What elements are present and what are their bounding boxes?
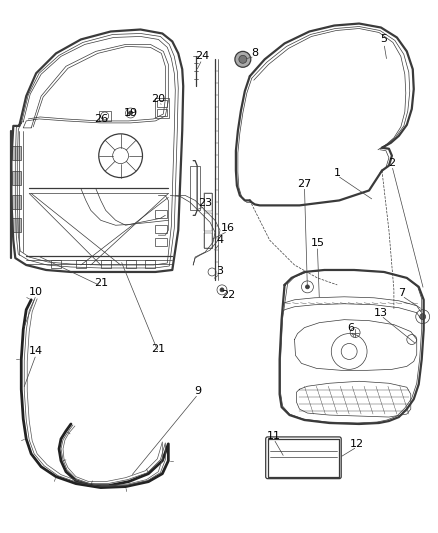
Text: 15: 15 — [311, 238, 325, 248]
Circle shape — [220, 288, 224, 292]
Bar — [190, 166, 200, 211]
Bar — [12, 146, 21, 160]
Bar — [12, 171, 21, 184]
Circle shape — [235, 51, 251, 67]
Text: 22: 22 — [221, 290, 235, 300]
Bar — [204, 193, 212, 248]
Text: 23: 23 — [198, 198, 212, 208]
Bar — [155, 238, 167, 246]
Circle shape — [420, 314, 426, 320]
Bar — [155, 98, 170, 118]
Text: 5: 5 — [381, 35, 388, 44]
Bar — [157, 100, 167, 107]
Bar — [204, 193, 212, 212]
Bar — [12, 219, 21, 232]
Circle shape — [305, 285, 309, 289]
Bar — [101, 260, 111, 268]
Text: 16: 16 — [221, 223, 235, 233]
Text: 6: 6 — [348, 322, 355, 333]
Text: 20: 20 — [151, 94, 166, 104]
Bar — [99, 111, 111, 121]
Bar — [51, 260, 61, 268]
Text: 27: 27 — [297, 179, 311, 189]
Text: 14: 14 — [29, 346, 43, 357]
Text: 7: 7 — [398, 288, 406, 298]
Text: 24: 24 — [195, 51, 209, 61]
Bar — [204, 213, 212, 231]
Text: 1: 1 — [334, 167, 341, 177]
Bar — [126, 260, 135, 268]
Circle shape — [239, 55, 247, 63]
Text: 13: 13 — [374, 308, 388, 318]
Text: 4: 4 — [216, 235, 223, 245]
Text: 2: 2 — [389, 158, 396, 168]
Text: 10: 10 — [29, 287, 43, 297]
Bar — [76, 260, 86, 268]
Bar — [204, 233, 212, 248]
Text: 19: 19 — [124, 108, 138, 118]
Text: 11: 11 — [267, 431, 281, 441]
Text: 9: 9 — [194, 386, 201, 396]
Circle shape — [129, 111, 133, 115]
Bar — [155, 211, 167, 219]
Text: 21: 21 — [151, 344, 166, 354]
Bar — [157, 109, 167, 116]
Text: 8: 8 — [251, 49, 258, 58]
Text: 3: 3 — [216, 266, 223, 276]
Bar — [12, 196, 21, 209]
Text: 12: 12 — [350, 439, 364, 449]
Text: 21: 21 — [94, 278, 108, 288]
Text: 26: 26 — [94, 114, 108, 124]
Bar — [145, 260, 155, 268]
Bar — [155, 225, 167, 233]
